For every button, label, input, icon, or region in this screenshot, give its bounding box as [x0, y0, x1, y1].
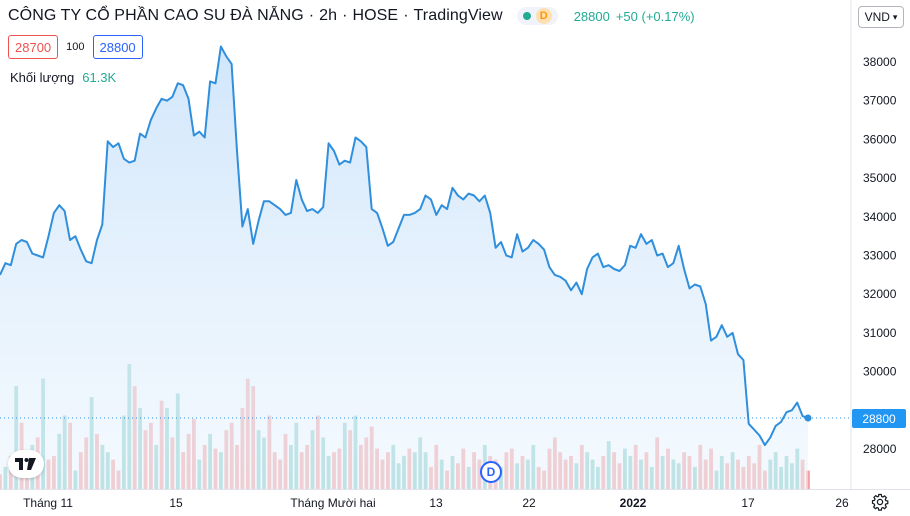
ask-price-button[interactable]: 28800	[92, 35, 143, 59]
price-area	[0, 46, 808, 489]
price-change: +50 (+0.17%)	[615, 8, 695, 24]
price-axis-tick-label: 36000	[863, 132, 897, 146]
gear-icon[interactable]	[870, 492, 890, 512]
price-axis-tick-label: 32000	[863, 287, 897, 301]
time-axis-tick-label: 17	[741, 496, 755, 510]
time-axis[interactable]: Tháng 11 15 Tháng Mười hai 13 22 2022 17 26	[23, 496, 849, 510]
symbol-name[interactable]: CÔNG TY CỔ PHẦN CAO SU ĐÀ NẴNG	[8, 7, 304, 24]
price-axis[interactable]: 28000 30000 31000 32000 33000 34000 35000 36000…	[863, 55, 897, 456]
last-price: 28800	[573, 8, 610, 24]
exchange-label: HOSE	[352, 7, 399, 24]
volume-value: 61.3K	[82, 70, 117, 85]
market-open-dot-icon	[522, 12, 531, 20]
data-source-label: TradingView	[413, 7, 503, 24]
last-price-tag: 28800	[852, 409, 906, 428]
gear-icon-glyph	[871, 493, 889, 511]
separator: ·	[308, 7, 315, 24]
delayed-data-icon: D	[535, 8, 552, 24]
market-status-icon[interactable]: D	[516, 7, 558, 25]
dividend-event-marker[interactable]: D	[480, 461, 502, 483]
time-axis-tick-label: Tháng 11	[23, 496, 73, 510]
time-axis-tick-label: Tháng Mười hai	[290, 496, 375, 510]
time-axis-tick-label: 22	[522, 496, 536, 510]
price-axis-tick-label: 31000	[863, 326, 897, 340]
price-line	[0, 45, 809, 447]
currency-select[interactable]: VND ▾	[858, 6, 904, 28]
time-axis-tick-label: 26	[835, 496, 849, 510]
tradingview-logo-glyph	[15, 458, 36, 470]
price-axis-tick-label: 30000	[863, 365, 897, 379]
bid-price-button[interactable]: 28700	[8, 35, 59, 59]
separator: ·	[342, 7, 348, 24]
quote-box-row: 28700 100 28800	[8, 35, 143, 59]
time-axis-tick-label: 13	[429, 496, 443, 510]
price-axis-tick-label: 35000	[863, 171, 897, 185]
chart-legend: CÔNG TY CỔ PHẦN CAO SU ĐÀ NẴNG · 2h · HO…	[8, 6, 695, 26]
price-axis-tick-label: 33000	[863, 249, 897, 263]
last-price-dot	[804, 414, 812, 422]
price-axis-tick-label: 38000	[863, 55, 897, 69]
tradingview-logo-icon[interactable]	[8, 450, 44, 478]
separator: ·	[403, 7, 409, 24]
volume-label: Khối lượng	[10, 70, 75, 85]
interval-label[interactable]: 2h	[319, 7, 338, 24]
price-axis-tick-label: 34000	[863, 210, 897, 224]
time-axis-tick-label: 2022	[620, 496, 647, 510]
currency-label: VND	[864, 10, 890, 24]
volume-legend[interactable]: Khối lượng 61.3K	[10, 70, 116, 85]
spread-value: 100	[66, 41, 85, 53]
chevron-down-icon: ▾	[892, 11, 898, 22]
price-axis-tick-label: 37000	[863, 94, 897, 108]
time-axis-tick-label: 15	[169, 496, 183, 510]
price-axis-tick-label: 28000	[863, 442, 897, 456]
